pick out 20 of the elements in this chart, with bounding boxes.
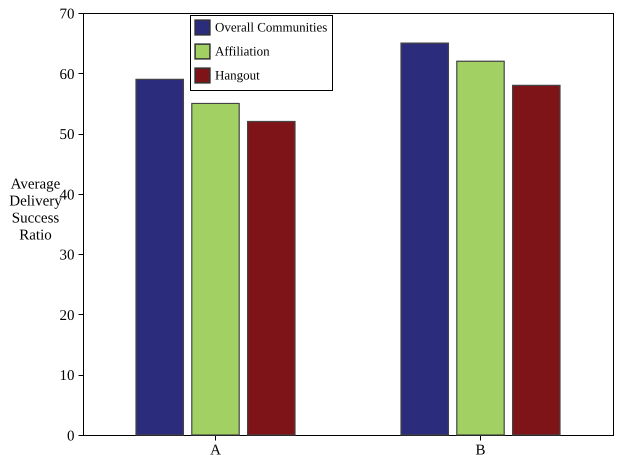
bar xyxy=(400,42,450,436)
x-tick-label: B xyxy=(475,442,486,455)
legend-label: Affiliation xyxy=(215,44,270,58)
y-axis-title: Average Delivery Success Ratio xyxy=(9,176,62,244)
y-tick-label: 0 xyxy=(67,428,74,444)
bar xyxy=(135,78,184,436)
x-tick-label: A xyxy=(210,442,222,455)
y-tick-label: 50 xyxy=(60,127,74,144)
legend-label: Hangout xyxy=(215,68,260,82)
bar xyxy=(191,102,240,436)
y-tick-label: 40 xyxy=(60,187,74,204)
bar xyxy=(512,84,561,436)
y-tick-label: 20 xyxy=(60,308,74,324)
bar xyxy=(246,120,296,436)
y-tick-label: 30 xyxy=(60,248,74,264)
legend-label: Overall Communities xyxy=(215,20,328,34)
y-tick-label: 60 xyxy=(60,66,74,83)
y-tick-label: 10 xyxy=(60,368,74,384)
bar xyxy=(456,60,505,436)
y-tick-label: 70 xyxy=(60,6,74,22)
